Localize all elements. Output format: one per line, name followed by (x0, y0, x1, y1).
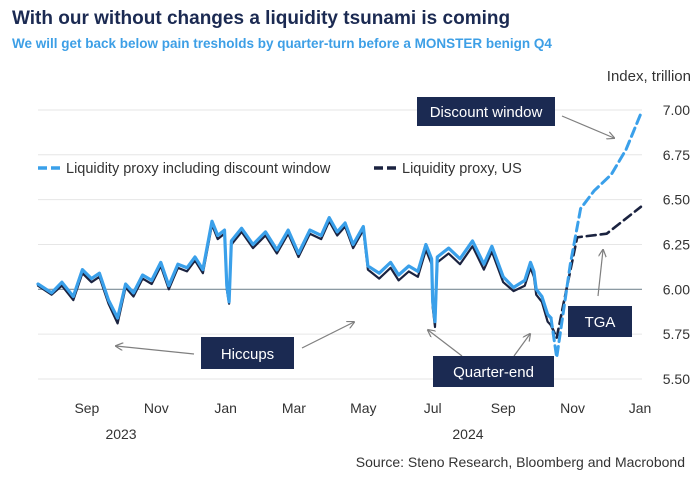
series-line-light (36, 216, 553, 324)
arrow-quarter-end-left (428, 330, 463, 357)
y-tick-labels: 5.50 5.75 6.00 6.25 6.50 6.75 7.00 (663, 102, 690, 387)
y-tick-label: 6.25 (663, 236, 690, 252)
annotation-discount-window-label: Discount window (430, 104, 543, 121)
x-tick-label: Nov (560, 400, 585, 416)
x-tick-label: Sep (74, 400, 99, 416)
series-projection-light (549, 112, 643, 359)
y-tick-label: 6.00 (663, 281, 690, 297)
legend-label-light: Liquidity proxy including discount windo… (66, 161, 331, 177)
x-tick-label: Jul (424, 400, 442, 416)
arrow-quarter-end-right (513, 334, 530, 357)
arrow-hiccups-left (116, 346, 195, 355)
annotation-quarter-end: Quarter-end (433, 356, 554, 387)
series-layer (36, 112, 643, 359)
x-year-label: 2023 (105, 426, 136, 442)
annotation-arrows (116, 115, 614, 357)
series-projection-dark (549, 205, 643, 340)
x-year-label: 2024 (452, 426, 483, 442)
grid-lines (38, 109, 642, 380)
annotation-tga: TGA (568, 306, 632, 337)
arrow-discount-window (561, 115, 614, 138)
x-tick-label: Jan (629, 400, 652, 416)
x-tick-labels: Sep Nov Jan Mar May Jul Sep Nov Jan 2023 2024 (74, 400, 651, 442)
arrow-tga (597, 250, 603, 297)
x-tick-label: May (350, 400, 376, 416)
legend: Liquidity proxy including discount windo… (38, 161, 522, 177)
chart-subtitle: We will get back below pain tresholds by… (12, 36, 552, 51)
arrow-hiccups-right (301, 322, 354, 349)
y-axis-label: Index, trillion (606, 68, 691, 85)
y-tick-label: 6.50 (663, 192, 690, 208)
y-tick-label: 5.75 (663, 326, 690, 342)
source-note: Source: Steno Research, Bloomberg and Ma… (355, 454, 685, 470)
y-tick-label: 6.75 (663, 147, 690, 163)
annotation-quarter-end-label: Quarter-end (453, 364, 534, 381)
chart-title: With our without changes a liquidity tsu… (12, 8, 511, 29)
y-tick-label: 7.00 (663, 102, 690, 118)
x-tick-label: Nov (144, 400, 169, 416)
annotation-tga-label: TGA (585, 314, 616, 331)
x-tick-label: Mar (282, 400, 306, 416)
annotation-discount-window: Discount window (417, 97, 555, 126)
annotation-hiccups: Hiccups (201, 337, 294, 369)
annotation-hiccups-label: Hiccups (221, 346, 274, 363)
y-tick-label: 5.50 (663, 371, 690, 387)
x-tick-label: Sep (491, 400, 516, 416)
x-tick-label: Jan (214, 400, 237, 416)
legend-label-dark: Liquidity proxy, US (402, 161, 522, 177)
